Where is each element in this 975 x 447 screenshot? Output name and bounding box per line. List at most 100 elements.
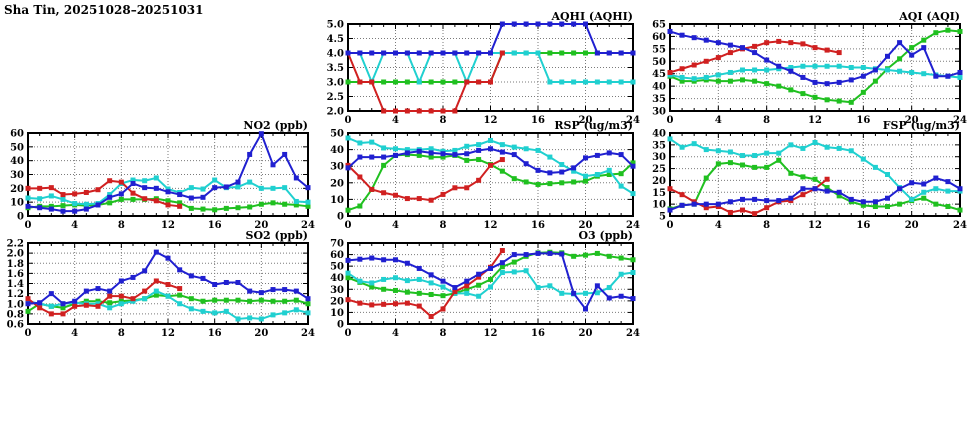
series-marker-green bbox=[885, 204, 890, 210]
series-marker-cyan bbox=[282, 310, 288, 316]
series-marker-blue bbox=[25, 203, 31, 209]
series-marker-green bbox=[440, 154, 446, 160]
series-marker-red bbox=[776, 38, 782, 44]
series-marker-blue bbox=[703, 201, 709, 207]
series-marker-cyan bbox=[369, 139, 375, 145]
series-marker-green bbox=[200, 206, 206, 212]
series-marker-blue bbox=[476, 50, 482, 56]
series-marker-red bbox=[72, 303, 78, 309]
series-marker-cyan bbox=[357, 140, 363, 146]
chart-title-aqi: AQI (AQI) bbox=[898, 10, 960, 23]
y-tick-label: 25 bbox=[652, 164, 666, 175]
series-marker-blue bbox=[691, 201, 697, 207]
series-marker-blue bbox=[369, 50, 375, 56]
series-marker-cyan bbox=[235, 184, 241, 190]
series-marker-blue bbox=[200, 194, 206, 200]
series-marker-cyan bbox=[48, 193, 54, 199]
series-marker-green bbox=[464, 157, 470, 163]
series-marker-green bbox=[428, 79, 434, 85]
chart-title-fsp: FSP (ug/m3) bbox=[883, 119, 960, 132]
series-marker-blue bbox=[679, 32, 685, 38]
series-marker-cyan bbox=[270, 312, 276, 318]
series-marker-green bbox=[836, 193, 842, 199]
series-marker-blue bbox=[836, 79, 842, 85]
series-marker-cyan bbox=[594, 290, 600, 296]
x-tick-label: 24 bbox=[953, 220, 967, 231]
series-marker-red bbox=[369, 79, 375, 85]
series-marker-red bbox=[691, 62, 697, 68]
series-marker-green bbox=[258, 201, 264, 207]
series-marker-cyan bbox=[357, 278, 363, 284]
series-marker-blue bbox=[188, 195, 194, 201]
series-marker-green bbox=[499, 168, 505, 174]
series-marker-cyan bbox=[270, 185, 276, 191]
series-marker-red bbox=[764, 40, 770, 46]
series-marker-red bbox=[679, 66, 685, 72]
series-marker-red bbox=[752, 43, 758, 49]
y-tick-label: 30 bbox=[330, 162, 344, 173]
series-marker-blue bbox=[258, 131, 264, 137]
series-marker-blue bbox=[404, 50, 410, 56]
series-marker-red bbox=[95, 303, 101, 309]
series-marker-red bbox=[95, 187, 101, 193]
series-marker-blue bbox=[921, 45, 927, 51]
series-marker-blue bbox=[153, 249, 159, 255]
series-marker-blue bbox=[440, 50, 446, 56]
x-tick-label: 8 bbox=[440, 328, 447, 339]
series-marker-green bbox=[476, 157, 482, 163]
series-marker-blue bbox=[270, 287, 276, 293]
series-marker-green bbox=[293, 202, 299, 208]
series-marker-green bbox=[800, 174, 806, 180]
series-marker-green bbox=[618, 171, 624, 177]
series-marker-red bbox=[404, 108, 410, 114]
series-marker-blue bbox=[223, 279, 229, 285]
series-marker-red bbox=[740, 207, 745, 213]
series-marker-blue bbox=[488, 146, 493, 152]
series-marker-red bbox=[416, 196, 422, 202]
y-tick-label: 10 bbox=[330, 195, 344, 206]
series-marker-blue bbox=[404, 260, 410, 266]
x-tick-label: 12 bbox=[161, 220, 175, 231]
series-marker-cyan bbox=[25, 298, 31, 304]
series-marker-blue bbox=[824, 81, 830, 87]
series-marker-cyan bbox=[703, 74, 709, 80]
series-marker-green bbox=[836, 98, 842, 104]
series-marker-green bbox=[393, 287, 398, 293]
series-marker-green bbox=[945, 27, 951, 33]
series-marker-blue bbox=[381, 257, 387, 263]
y-tick-label: 50 bbox=[10, 142, 24, 153]
series-marker-green bbox=[571, 179, 577, 185]
series-marker-green bbox=[583, 178, 588, 184]
series-marker-green bbox=[752, 164, 758, 170]
y-tick-label: 20 bbox=[330, 296, 344, 307]
series-marker-cyan bbox=[282, 185, 288, 191]
series-marker-cyan bbox=[535, 50, 541, 56]
series-marker-cyan bbox=[691, 141, 697, 147]
series-marker-blue bbox=[727, 42, 733, 48]
series-marker-cyan bbox=[381, 145, 387, 151]
series-marker-blue bbox=[60, 208, 66, 214]
series-marker-blue bbox=[776, 63, 782, 69]
x-tick-label: 0 bbox=[667, 115, 674, 126]
series-marker-blue bbox=[848, 77, 854, 83]
x-tick-label: 16 bbox=[856, 220, 870, 231]
series-marker-blue bbox=[583, 306, 588, 312]
x-tick-label: 20 bbox=[579, 115, 593, 126]
series-marker-blue bbox=[752, 196, 758, 202]
series-marker-blue bbox=[293, 288, 299, 294]
x-tick-label: 8 bbox=[763, 220, 770, 231]
series-marker-cyan bbox=[921, 71, 927, 77]
series-marker-blue bbox=[48, 291, 54, 297]
series-marker-cyan bbox=[740, 67, 745, 73]
x-tick-label: 24 bbox=[626, 220, 640, 231]
series-marker-green bbox=[764, 81, 770, 87]
x-tick-label: 12 bbox=[808, 220, 822, 231]
x-tick-label: 0 bbox=[667, 220, 674, 231]
series-marker-green bbox=[630, 257, 636, 263]
series-marker-green bbox=[594, 250, 600, 256]
y-tick-label: 3.0 bbox=[327, 78, 344, 89]
series-marker-red bbox=[83, 189, 89, 195]
series-marker-blue bbox=[381, 50, 387, 56]
x-tick-label: 8 bbox=[440, 220, 447, 231]
series-marker-blue bbox=[836, 189, 842, 195]
